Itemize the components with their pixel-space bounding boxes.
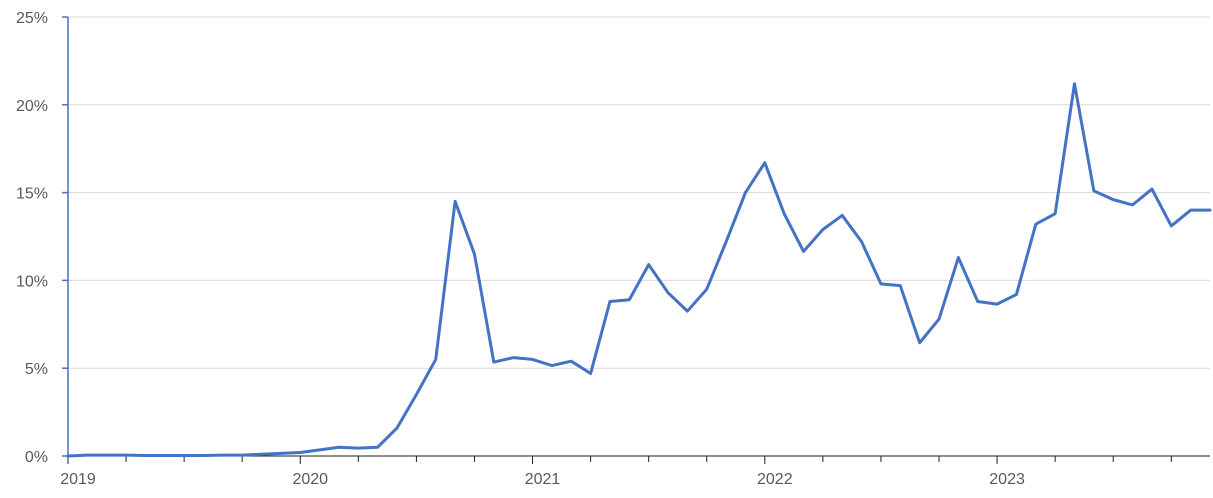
data-point [1150, 187, 1154, 191]
data-point [782, 212, 786, 215]
data-point [86, 453, 89, 457]
series-line [66, 82, 1212, 458]
data-point [899, 284, 902, 287]
series-layer [66, 82, 1212, 458]
data-point [821, 228, 825, 231]
data-point [724, 240, 728, 243]
y-tick-label: 10% [16, 273, 48, 290]
data-point [202, 454, 205, 457]
data-point [957, 256, 960, 259]
data-point [163, 454, 166, 457]
axes [62, 16, 1210, 464]
data-point [1189, 208, 1192, 212]
y-tick-label: 20% [16, 98, 48, 115]
data-point [550, 364, 554, 367]
data-point [1092, 189, 1096, 193]
data-point [995, 302, 999, 306]
data-point [628, 298, 631, 301]
data-point [570, 359, 573, 363]
data-point [976, 300, 979, 303]
data-point [1034, 223, 1037, 226]
data-point [1131, 203, 1134, 207]
data-point [1053, 212, 1057, 215]
data-point [492, 360, 496, 364]
data-point [918, 341, 921, 344]
data-point [337, 446, 341, 449]
data-point [802, 250, 805, 253]
data-point [221, 453, 225, 457]
data-point [144, 454, 147, 457]
data-point [279, 452, 283, 455]
gridlines [68, 16, 1210, 369]
data-point [647, 263, 650, 266]
data-point [860, 240, 863, 243]
data-point [376, 446, 379, 449]
data-point [1015, 293, 1018, 296]
y-tick-label: 25% [16, 10, 48, 27]
data-point [1073, 82, 1076, 85]
data-point [105, 453, 108, 457]
data-point [686, 309, 689, 313]
x-tick-label: 2021 [525, 471, 561, 488]
data-point [182, 454, 186, 457]
data-point [395, 426, 399, 430]
y-tick-label: 5% [25, 361, 48, 378]
data-point [434, 358, 437, 361]
data-point [473, 252, 476, 256]
data-point [318, 448, 321, 452]
data-point [608, 300, 612, 303]
data-point [531, 358, 534, 361]
data-point [415, 393, 418, 396]
data-point [879, 282, 883, 286]
y-tick-label: 15% [16, 186, 48, 203]
data-point [744, 191, 747, 194]
data-point [666, 291, 670, 294]
data-point [705, 287, 708, 291]
y-tick-label: 0% [25, 449, 48, 466]
x-tick-label: 2019 [60, 471, 96, 488]
tick-labels: 0% 5% 10% 15% 20% 25% 2019 2020 2021 2022 2023 [16, 10, 1025, 488]
x-tick-label: 2022 [757, 471, 793, 488]
data-point [841, 214, 844, 217]
data-point [511, 356, 515, 359]
data-point [1112, 198, 1115, 201]
data-point [124, 453, 128, 457]
data-point [241, 453, 244, 457]
data-point [453, 200, 457, 203]
data-point [260, 453, 263, 456]
data-point [66, 454, 70, 458]
data-point [299, 451, 302, 454]
data-point [1170, 224, 1173, 228]
data-point [763, 161, 767, 164]
x-tick-label: 2020 [292, 471, 328, 488]
x-tick-label: 2023 [989, 471, 1025, 488]
data-point [937, 317, 941, 321]
data-point [589, 372, 592, 375]
data-point [357, 446, 360, 450]
data-point [1208, 208, 1212, 212]
